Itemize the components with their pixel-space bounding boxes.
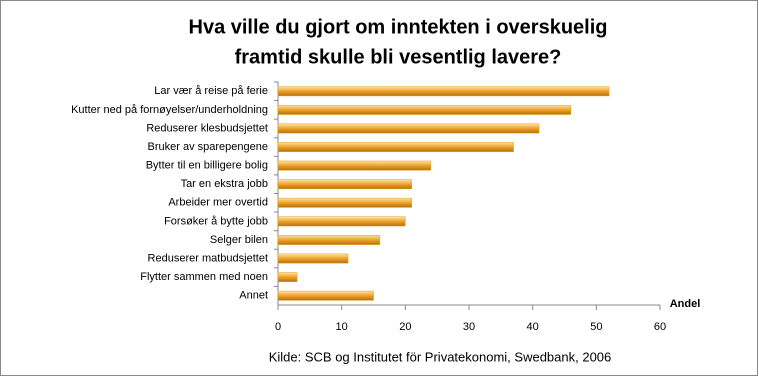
x-tick-label: 50 <box>590 321 602 333</box>
x-tick-label: 40 <box>527 321 539 333</box>
bar <box>277 123 540 134</box>
bar <box>277 290 374 301</box>
chart-title: Hva ville du gjort om inntekten i oversk… <box>189 16 608 38</box>
y-tick-label: Lar vær å reise på ferie <box>154 85 268 97</box>
y-tick-label: Kutter ned på fornøyelser/underholdning <box>71 104 268 116</box>
y-tick-label: Bruker av sparepengene <box>148 141 268 153</box>
chart-title: framtid skulle bli vesentlig lavere? <box>235 46 562 68</box>
bar <box>277 179 412 190</box>
x-tick-label: 30 <box>463 321 475 333</box>
bar <box>277 160 432 171</box>
bar <box>277 272 298 283</box>
x-tick-label: 20 <box>399 321 411 333</box>
bar <box>277 235 381 245</box>
y-tick-label: Selger bilen <box>210 234 268 246</box>
source-note: Kilde: SCB og Institutet för Privatekono… <box>269 349 612 364</box>
y-tick-label: Bytter til en billigere bolig <box>146 160 268 172</box>
y-tick-label: Tar en ekstra jobb <box>181 178 268 190</box>
bar <box>277 86 610 97</box>
bar <box>277 216 406 227</box>
bar <box>277 197 412 208</box>
bar <box>277 142 514 152</box>
x-axis-label: Andel <box>670 298 701 310</box>
x-tick-label: 10 <box>336 321 348 333</box>
y-tick-label: Reduserer matbudsjettet <box>148 252 268 264</box>
y-tick-label: Reduserer klesbudsjettet <box>146 122 268 134</box>
bar <box>277 253 349 264</box>
y-tick-label: Flytter sammen med noen <box>140 271 268 283</box>
y-tick-label: Forsøker å bytte jobb <box>164 215 268 227</box>
y-tick-label: Arbeider mer overtid <box>168 197 268 209</box>
x-tick-label: 0 <box>275 321 281 333</box>
bar <box>277 104 572 115</box>
x-tick-label: 60 <box>654 321 666 333</box>
y-tick-label: Annet <box>239 290 268 302</box>
